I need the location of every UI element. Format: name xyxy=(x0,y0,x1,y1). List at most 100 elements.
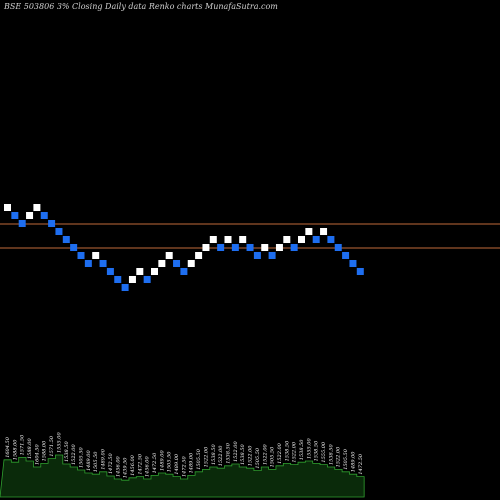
renko-brick-39 xyxy=(290,244,298,251)
renko-brick-42 xyxy=(312,236,320,243)
renko-brick-16 xyxy=(121,284,129,291)
renko-brick-14 xyxy=(106,268,114,275)
volume-label-15: 1456.00 xyxy=(115,456,121,477)
renko-brick-23 xyxy=(173,260,181,267)
renko-brick-41 xyxy=(305,228,313,235)
renko-brick-33 xyxy=(246,244,254,251)
volume-label-5: 1588.00 xyxy=(42,440,48,461)
renko-brick-0 xyxy=(4,204,11,211)
volume-label-31: 1522.00 xyxy=(233,441,239,462)
volume-label-21: 1489.00 xyxy=(159,450,165,471)
renko-brick-34 xyxy=(253,252,261,259)
volume-label-43: 1555.00 xyxy=(321,441,327,462)
renko-brick-48 xyxy=(356,268,364,275)
renko-brick-44 xyxy=(327,236,335,243)
renko-brick-40 xyxy=(298,236,305,243)
renko-brick-10 xyxy=(77,252,85,259)
volume-label-37: 1522.00 xyxy=(277,442,283,463)
renko-brick-46 xyxy=(342,252,350,259)
volume-label-20: 1472.50 xyxy=(152,452,158,473)
volume-area xyxy=(0,454,365,498)
volume-label-4: 1604.50 xyxy=(34,444,40,465)
volume-label-32: 1538.50 xyxy=(240,444,246,465)
renko-brick-47 xyxy=(349,260,357,267)
volume-label-34: 1505.50 xyxy=(255,447,261,468)
volume-label-47: 1489.00 xyxy=(350,451,356,472)
volume-label-22: 1505.50 xyxy=(167,451,173,472)
volume-label-48: 1472.50 xyxy=(358,453,364,474)
volume-label-28: 1538.50 xyxy=(211,444,217,465)
renko-brick-17 xyxy=(128,276,136,283)
renko-brick-21 xyxy=(158,260,166,267)
renko-brick-35 xyxy=(261,244,269,251)
renko-brick-20 xyxy=(151,268,158,275)
volume-label-40: 1538.50 xyxy=(299,439,305,460)
renko-brick-26 xyxy=(195,252,203,259)
volume-label-46: 1505.50 xyxy=(343,448,349,469)
volume-label-41: 1555.00 xyxy=(306,438,312,459)
renko-brick-1 xyxy=(11,212,19,219)
renko-brick-24 xyxy=(180,268,188,275)
volume-label-35: 1522.00 xyxy=(262,444,268,465)
renko-brick-15 xyxy=(114,276,122,283)
volume-label-1: 1588.00 xyxy=(12,439,18,460)
renko-brick-32 xyxy=(239,236,247,243)
volume-label-33: 1522.00 xyxy=(248,445,254,466)
volume-label-13: 1489.00 xyxy=(101,448,107,469)
volume-label-8: 1538.50 xyxy=(64,441,70,462)
volume-label-3: 1588.00 xyxy=(27,438,33,459)
volume-label-29: 1522.00 xyxy=(218,445,224,466)
renko-brick-5 xyxy=(40,212,48,219)
volume-label-19: 1456.00 xyxy=(145,456,151,477)
renko-brick-30 xyxy=(224,236,232,243)
renko-brick-25 xyxy=(187,260,195,267)
volume-label-42: 1538.50 xyxy=(314,440,320,461)
volume-label-25: 1489.00 xyxy=(189,452,195,473)
volume-label-12: 1505.50 xyxy=(93,451,99,472)
volume-label-11: 1489.00 xyxy=(86,450,92,471)
renko-brick-36 xyxy=(268,252,276,259)
renko-brick-27 xyxy=(202,244,210,251)
volume-label-7: 1555.00 xyxy=(56,432,62,453)
volume-label-27: 1522.00 xyxy=(203,446,209,467)
renko-brick-31 xyxy=(231,244,239,251)
renko-brick-13 xyxy=(99,260,107,267)
renko-brick-11 xyxy=(84,260,92,267)
volume-label-18: 1472.50 xyxy=(137,453,143,474)
volume-label-9: 1522.00 xyxy=(71,444,77,465)
renko-brick-12 xyxy=(92,252,100,259)
renko-brick-29 xyxy=(217,244,225,251)
renko-brick-28 xyxy=(209,236,217,243)
renko-brick-7 xyxy=(55,228,63,235)
volume-label-17: 1456.00 xyxy=(130,454,136,475)
renko-brick-4 xyxy=(33,204,41,211)
volume-label-44: 1538.50 xyxy=(328,444,334,465)
volume-label-6: 1571.50 xyxy=(49,435,55,456)
chart-title: BSE 503806 3% Closing Daily data Renko c… xyxy=(4,2,278,11)
volume-label-10: 1505.50 xyxy=(79,447,85,468)
volume-label-30: 1538.50 xyxy=(226,442,232,463)
renko-brick-3 xyxy=(26,212,34,219)
volume-label-14: 1472.50 xyxy=(108,453,114,474)
volume-label-24: 1472.50 xyxy=(181,456,187,477)
volume-label-36: 1505.50 xyxy=(270,446,276,467)
volume-label-39: 1522.00 xyxy=(292,441,298,462)
renko-brick-45 xyxy=(334,244,342,251)
volume-label-45: 1522.00 xyxy=(336,446,342,467)
renko-brick-9 xyxy=(70,244,78,251)
renko-brick-37 xyxy=(275,244,283,251)
renko-brick-2 xyxy=(18,220,26,227)
renko-brick-6 xyxy=(48,220,56,227)
volume-label-16: 1439.50 xyxy=(123,457,129,478)
renko-brick-22 xyxy=(165,252,173,259)
volume-label-0: 1604.50 xyxy=(5,436,11,457)
volume-label-26: 1505.50 xyxy=(196,448,202,469)
renko-brick-19 xyxy=(143,276,151,283)
volume-label-23: 1489.00 xyxy=(174,453,180,474)
volume-label-2: 1571.50 xyxy=(20,434,26,455)
renko-brick-43 xyxy=(320,228,328,235)
renko-brick-8 xyxy=(62,236,70,243)
renko-brick-18 xyxy=(136,268,144,275)
renko-brick-38 xyxy=(283,236,291,243)
